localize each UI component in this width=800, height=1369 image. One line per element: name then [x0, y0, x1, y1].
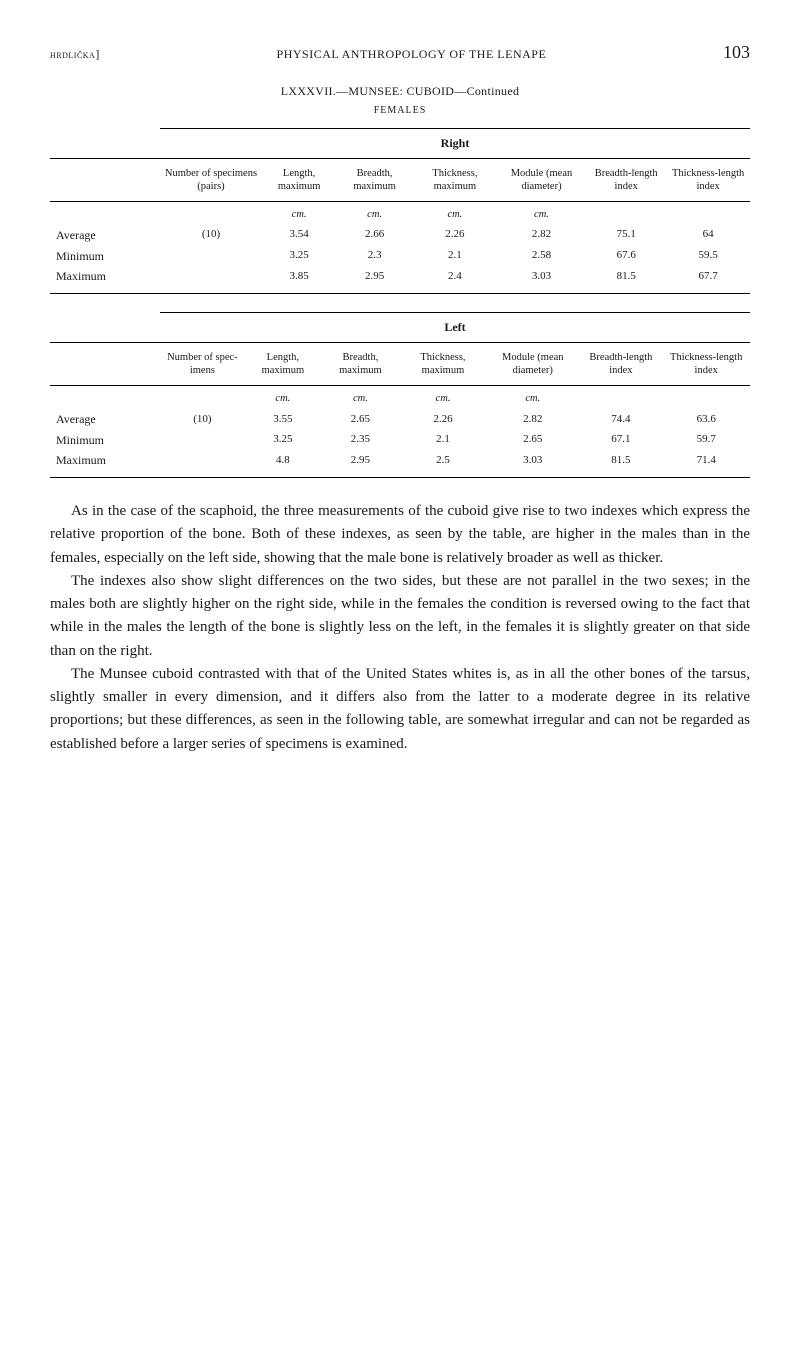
cell: 59.5 [666, 246, 750, 267]
table-subtitle: FEMALES [50, 104, 750, 118]
table-row: Minimum 3.25 2.3 2.1 2.58 67.6 59.5 [50, 246, 750, 267]
cell: 2.1 [413, 246, 497, 267]
unit-cm: cm. [400, 386, 486, 409]
table-title: LXXXVII.—MUNSEE: CUBOID—Continued [50, 83, 750, 100]
cell: 2.95 [336, 266, 413, 293]
col-thickness: Thickness, maximum [400, 342, 486, 385]
cell: 2.4 [413, 266, 497, 293]
header-title: PHYSICAL ANTHROPOLOGY OF THE LENAPE [277, 46, 547, 63]
paragraph: The Munsee cuboid contrasted with that o… [50, 663, 750, 756]
cell: 64 [666, 225, 750, 246]
cell: 75.1 [586, 225, 666, 246]
cell: 2.1 [400, 430, 486, 451]
cell: 74.4 [579, 409, 662, 430]
spanner-right: Right [160, 128, 750, 158]
cell: 2.66 [336, 225, 413, 246]
cell: 3.03 [497, 266, 586, 293]
cell: 3.55 [245, 409, 321, 430]
cell: 3.85 [262, 266, 336, 293]
cell: 3.03 [486, 450, 579, 477]
paragraph: The indexes also show slight differences… [50, 570, 750, 663]
row-label-average: Average [50, 225, 160, 246]
col-length: Length, maximum [262, 158, 336, 201]
col-length: Length, maximum [245, 342, 321, 385]
running-head: hrdlička] PHYSICAL ANTHROPOLOGY OF THE L… [50, 40, 750, 65]
cell: 2.26 [400, 409, 486, 430]
cell: 3.54 [262, 225, 336, 246]
unit-cm: cm. [321, 386, 400, 409]
unit-cm: cm. [336, 202, 413, 225]
table-left: Left Number of spec­imens Length, maximu… [50, 312, 750, 478]
cell: 81.5 [586, 266, 666, 293]
cell: (10) [160, 225, 262, 246]
body-text: As in the case of the scaphoid, the thre… [50, 500, 750, 756]
cell [160, 266, 262, 293]
cell [160, 430, 245, 451]
unit-row: cm. cm. cm. cm. [50, 386, 750, 409]
col-bli: Breadth-length index [579, 342, 662, 385]
cell: 67.6 [586, 246, 666, 267]
stub-blank [50, 128, 160, 158]
col-number: Number of spec­imens [160, 342, 245, 385]
cell: 2.58 [497, 246, 586, 267]
cell: 2.65 [486, 430, 579, 451]
cell: 2.35 [321, 430, 400, 451]
col-module: Module (mean diam­eter) [486, 342, 579, 385]
cell: 2.82 [486, 409, 579, 430]
cell: 2.26 [413, 225, 497, 246]
cell: 2.65 [321, 409, 400, 430]
col-tli: Thick­ness-length index [662, 342, 750, 385]
page-number: 103 [723, 40, 750, 65]
unit-row: cm. cm. cm. cm. [50, 202, 750, 225]
cell [160, 246, 262, 267]
row-label-minimum: Minimum [50, 246, 160, 267]
cell: 81.5 [579, 450, 662, 477]
cell: 67.1 [579, 430, 662, 451]
row-label-minimum: Minimum [50, 430, 160, 451]
col-stub [50, 158, 160, 201]
cell: 67.7 [666, 266, 750, 293]
row-label-maximum: Maximum [50, 266, 160, 293]
cell: (10) [160, 409, 245, 430]
spanner-left: Left [160, 313, 750, 343]
row-label-average: Average [50, 409, 160, 430]
cell: 59.7 [662, 430, 750, 451]
col-thickness: Thickness, maximum [413, 158, 497, 201]
cell: 2.3 [336, 246, 413, 267]
col-tli: Thick­ness-length index [666, 158, 750, 201]
cell: 63.6 [662, 409, 750, 430]
col-module: Module (mean diam­eter) [497, 158, 586, 201]
col-breadth: Breadth, maximum [336, 158, 413, 201]
col-stub [50, 342, 160, 385]
unit-cm: cm. [486, 386, 579, 409]
unit-cm: cm. [497, 202, 586, 225]
cell [160, 450, 245, 477]
cell: 2.95 [321, 450, 400, 477]
table-row: Average (10) 3.55 2.65 2.26 2.82 74.4 63… [50, 409, 750, 430]
unit-cm: cm. [262, 202, 336, 225]
col-number: Number of spec­imens (pairs) [160, 158, 262, 201]
cell: 2.82 [497, 225, 586, 246]
unit-cm: cm. [413, 202, 497, 225]
header-author: hrdlička] [50, 46, 100, 63]
stub-blank [50, 313, 160, 343]
unit-cm: cm. [245, 386, 321, 409]
paragraph: As in the case of the scaphoid, the thre… [50, 500, 750, 570]
col-breadth: Breadth, maximum [321, 342, 400, 385]
table-row: Maximum 3.85 2.95 2.4 3.03 81.5 67.7 [50, 266, 750, 293]
cell: 3.25 [245, 430, 321, 451]
row-label-maximum: Maximum [50, 450, 160, 477]
cell: 71.4 [662, 450, 750, 477]
cell: 4.8 [245, 450, 321, 477]
cell: 2.5 [400, 450, 486, 477]
cell: 3.25 [262, 246, 336, 267]
table-row: Minimum 3.25 2.35 2.1 2.65 67.1 59.7 [50, 430, 750, 451]
table-row: Average (10) 3.54 2.66 2.26 2.82 75.1 64 [50, 225, 750, 246]
table-right: Right Number of spec­imens (pairs) Lengt… [50, 128, 750, 294]
col-bli: Breadth-length index [586, 158, 666, 201]
table-row: Maximum 4.8 2.95 2.5 3.03 81.5 71.4 [50, 450, 750, 477]
